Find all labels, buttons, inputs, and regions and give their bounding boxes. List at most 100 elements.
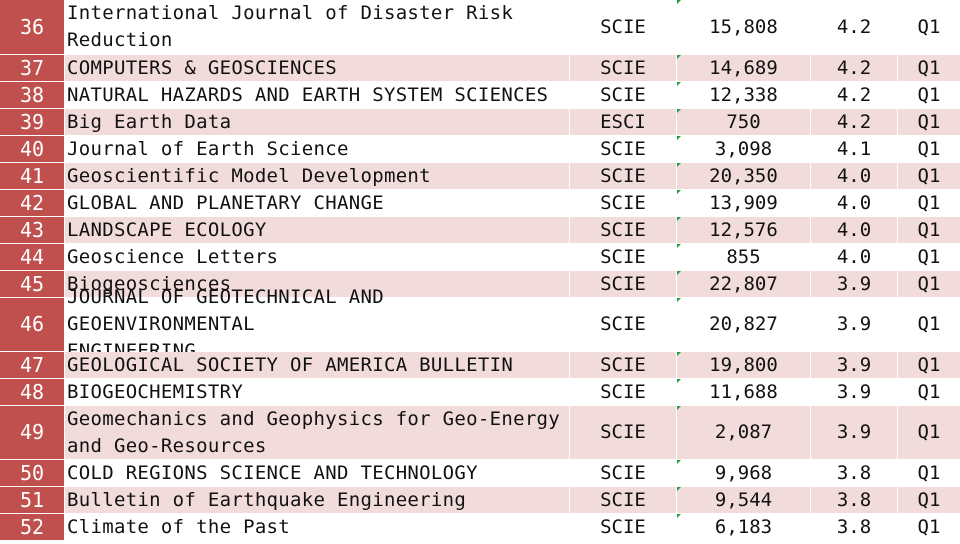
journal-name: LANDSCAPE ECOLOGY	[65, 217, 570, 243]
cell-marker-icon	[677, 352, 681, 356]
impact-factor: 3.8	[811, 460, 898, 486]
journal-name: Biogeosciences	[65, 271, 570, 297]
index-type: SCIE	[570, 487, 677, 513]
impact-factor: 4.2	[811, 55, 898, 81]
impact-factor: 3.9	[811, 379, 898, 405]
quartile: Q1	[898, 298, 960, 351]
journal-name: COLD REGIONS SCIENCE AND TECHNOLOGY	[65, 460, 570, 486]
cell-marker-icon	[677, 109, 681, 113]
journal-name: JOURNAL OF GEOTECHNICAL AND GEOENVIRONME…	[65, 286, 570, 362]
impact-factor: 3.8	[811, 487, 898, 513]
journal-name: BIOGEOCHEMISTRY	[65, 379, 570, 405]
cell-marker-icon	[677, 190, 681, 194]
row-index: 52	[0, 514, 65, 540]
quartile: Q1	[898, 379, 960, 405]
table-row[interactable]: 41 Geoscientific Model Development SCIE …	[0, 163, 960, 190]
impact-factor: 4.0	[811, 244, 898, 270]
table-row[interactable]: 45 Biogeosciences SCIE 22,807 3.9 Q1	[0, 271, 960, 298]
citation-count: 6,183	[677, 514, 811, 540]
journal-name: Big Earth Data	[65, 109, 570, 135]
impact-factor: 3.9	[811, 298, 898, 351]
table-row[interactable]: 47 GEOLOGICAL SOCIETY OF AMERICA BULLETI…	[0, 352, 960, 379]
cell-marker-icon	[677, 460, 681, 464]
row-index: 49	[0, 406, 65, 459]
table-row[interactable]: 43 LANDSCAPE ECOLOGY SCIE 12,576 4.0 Q1	[0, 217, 960, 244]
citation-count: 3,098	[677, 136, 811, 162]
row-index: 37	[0, 55, 65, 81]
cell-marker-icon	[677, 244, 681, 248]
citation-count: 22,807	[677, 271, 811, 297]
table-row[interactable]: 50 COLD REGIONS SCIENCE AND TECHNOLOGY S…	[0, 460, 960, 487]
row-index: 40	[0, 136, 65, 162]
row-index: 47	[0, 352, 65, 378]
quartile: Q1	[898, 217, 960, 243]
quartile: Q1	[898, 352, 960, 378]
cell-marker-icon	[677, 298, 681, 302]
table-row[interactable]: 36 International Journal of Disaster Ris…	[0, 0, 960, 55]
row-index: 44	[0, 244, 65, 270]
cell-marker-icon	[677, 514, 681, 518]
table-row[interactable]: 40 Journal of Earth Science SCIE 3,098 4…	[0, 136, 960, 163]
table-row[interactable]: 48 BIOGEOCHEMISTRY SCIE 11,688 3.9 Q1	[0, 379, 960, 406]
table-row[interactable]: 49 Geomechanics and Geophysics for Geo-E…	[0, 406, 960, 460]
journal-name: Geoscientific Model Development	[65, 163, 570, 189]
journal-name: GEOLOGICAL SOCIETY OF AMERICA BULLETIN	[65, 352, 570, 378]
row-index: 50	[0, 460, 65, 486]
table-row[interactable]: 37 COMPUTERS & GEOSCIENCES SCIE 14,689 4…	[0, 55, 960, 82]
journal-name: Climate of the Past	[65, 514, 570, 540]
journal-name: International Journal of Disaster Risk R…	[65, 0, 570, 54]
cell-marker-icon	[677, 82, 681, 86]
citation-count: 20,827	[677, 298, 811, 351]
table-row[interactable]: 39 Big Earth Data ESCI 750 4.2 Q1	[0, 109, 960, 136]
index-type: SCIE	[570, 136, 677, 162]
index-type: SCIE	[570, 460, 677, 486]
quartile: Q1	[898, 55, 960, 81]
table-row[interactable]: 44 Geoscience Letters SCIE 855 4.0 Q1	[0, 244, 960, 271]
citation-count: 855	[677, 244, 811, 270]
citation-count: 20,350	[677, 163, 811, 189]
quartile: Q1	[898, 487, 960, 513]
impact-factor: 4.1	[811, 136, 898, 162]
citation-count: 9,544	[677, 487, 811, 513]
cell-marker-icon	[677, 136, 681, 140]
quartile: Q1	[898, 514, 960, 540]
impact-factor: 4.0	[811, 163, 898, 189]
impact-factor: 4.2	[811, 82, 898, 108]
index-type: SCIE	[570, 298, 677, 351]
table-row[interactable]: 51 Bulletin of Earthquake Engineering SC…	[0, 487, 960, 514]
cell-marker-icon	[677, 379, 681, 383]
index-type: SCIE	[570, 0, 677, 54]
row-index: 36	[0, 0, 65, 54]
citation-count: 12,576	[677, 217, 811, 243]
quartile: Q1	[898, 271, 960, 297]
row-index: 43	[0, 217, 65, 243]
citation-count: 19,800	[677, 352, 811, 378]
index-type: SCIE	[570, 406, 677, 459]
journal-name: Geoscience Letters	[65, 244, 570, 270]
quartile: Q1	[898, 82, 960, 108]
citation-count: 15,808	[677, 0, 811, 54]
index-type: SCIE	[570, 217, 677, 243]
table-row[interactable]: 42 GLOBAL AND PLANETARY CHANGE SCIE 13,9…	[0, 190, 960, 217]
table-row[interactable]: 46 JOURNAL OF GEOTECHNICAL AND GEOENVIRO…	[0, 286, 960, 362]
table-row[interactable]: 52 Climate of the Past SCIE 6,183 3.8 Q1	[0, 514, 960, 541]
cell-marker-icon	[677, 406, 681, 410]
index-type: SCIE	[570, 190, 677, 216]
quartile: Q1	[898, 0, 960, 54]
row-index: 51	[0, 487, 65, 513]
table-row[interactable]: 38 NATURAL HAZARDS AND EARTH SYSTEM SCIE…	[0, 82, 960, 109]
row-index: 42	[0, 190, 65, 216]
row-index: 41	[0, 163, 65, 189]
index-type: SCIE	[570, 379, 677, 405]
row-index: 48	[0, 379, 65, 405]
index-type: SCIE	[570, 271, 677, 297]
cell-marker-icon	[677, 271, 681, 275]
quartile: Q1	[898, 163, 960, 189]
journal-name: Geomechanics and Geophysics for Geo-Ener…	[65, 406, 570, 459]
impact-factor: 3.9	[811, 352, 898, 378]
row-index: 46	[0, 298, 65, 351]
citation-count: 14,689	[677, 55, 811, 81]
index-type: SCIE	[570, 82, 677, 108]
quartile: Q1	[898, 190, 960, 216]
